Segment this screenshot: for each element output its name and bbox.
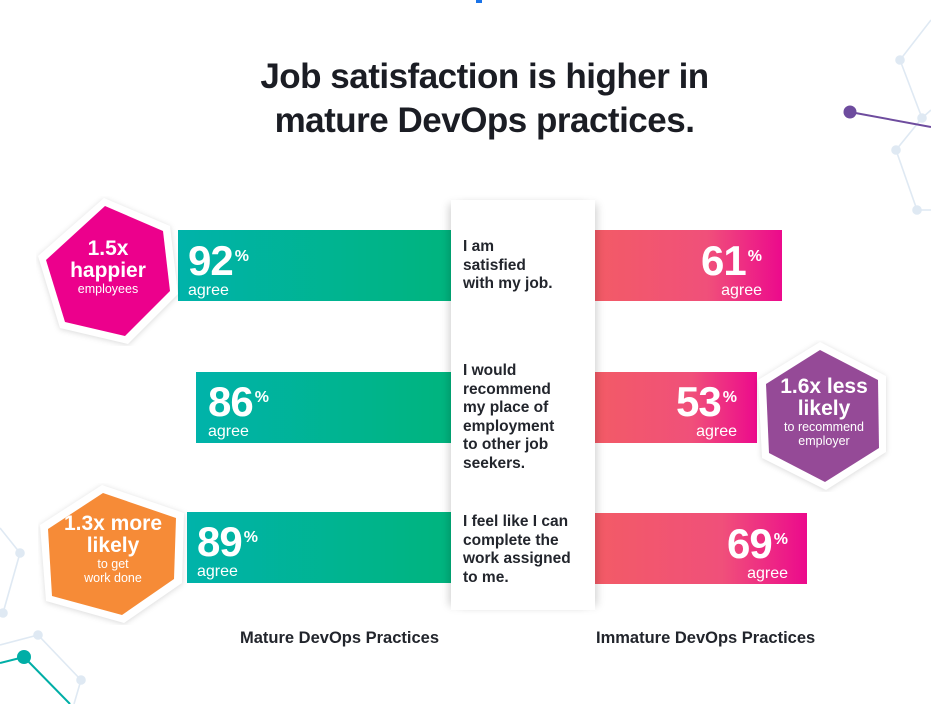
value-number: 69: [727, 520, 773, 567]
immature-value-complete-work: 69% agree: [727, 523, 788, 583]
statement-satisfied: I am satisfied with my job.: [463, 238, 591, 294]
percent-sign: %: [722, 389, 737, 406]
callout-small-text: employer: [798, 434, 850, 448]
mature-bar-recommend: [196, 372, 460, 443]
callout-small-text: to get: [97, 557, 129, 571]
percent-sign: %: [254, 389, 269, 406]
callout-small-text: to recommend: [784, 420, 864, 434]
legend-immature: Immature DevOps Practices: [596, 629, 816, 647]
callout-big-text: likely: [86, 534, 140, 557]
immature-bar-recommend: [594, 372, 757, 443]
statement-line: I feel like I can: [463, 513, 569, 530]
callout-more-likely-work-done: 1.3x more likely to get work done: [38, 483, 188, 625]
callout-small-text: work done: [84, 571, 142, 585]
statement-line: to other job: [463, 436, 549, 453]
network-teal-bottom-left: [0, 650, 71, 704]
statement-line: seekers.: [463, 454, 526, 472]
agree-label: agree: [188, 282, 229, 299]
immature-bar-complete-work: [594, 513, 807, 584]
callout-big-text: 1.6x less: [780, 375, 868, 398]
statement-line: work assigned: [463, 550, 571, 567]
hexagon-shape: [758, 342, 886, 490]
statement-line: my place of: [463, 399, 549, 416]
statement-line: satisfied: [463, 256, 526, 274]
callout-small-text: employees: [77, 282, 139, 296]
hexagon-shape: [38, 198, 178, 344]
callout-big-text: likely: [797, 397, 851, 420]
value-number: 92: [188, 237, 234, 284]
legend-mature: Mature DevOps Practices: [240, 629, 440, 647]
statement-complete-work: I feel like I can complete the work assi…: [463, 513, 591, 587]
agree-label: agree: [747, 565, 788, 582]
immature-value-satisfied: 61% agree: [701, 240, 762, 300]
callout-less-likely-recommend: 1.6x less likely to recommend employer: [754, 340, 894, 492]
callout-big-text: happier: [70, 259, 146, 282]
callout-happier-employees: 1.5x happier employees: [36, 196, 180, 346]
mature-bar-complete-work: [187, 512, 460, 583]
mature-bar-satisfied: [178, 230, 460, 301]
callout-big-text: 1.5x: [87, 237, 129, 260]
agree-label: agree: [208, 423, 249, 440]
percent-sign: %: [773, 531, 788, 548]
agree-label: agree: [696, 423, 737, 440]
hexagon-shape: [40, 485, 184, 623]
statement-line: to me.: [463, 568, 509, 586]
statement-line: I would: [463, 362, 517, 379]
percent-sign: %: [747, 248, 762, 265]
mature-value-recommend: 86% agree: [208, 381, 269, 441]
title-line-1: Job satisfaction is higher in: [260, 57, 709, 96]
value-number: 61: [701, 237, 747, 284]
immature-value-recommend: 53% agree: [676, 381, 737, 441]
mature-value-satisfied: 92% agree: [188, 240, 249, 300]
value-number: 53: [676, 378, 722, 425]
page-title: Job satisfaction is higher in mature Dev…: [0, 55, 931, 143]
immature-bar-satisfied: [594, 230, 782, 301]
statement-line: employment: [463, 417, 555, 435]
callout-big-text: 1.3x more: [63, 512, 163, 535]
value-number: 89: [197, 518, 243, 565]
statement-line: with my job.: [463, 275, 553, 292]
statement-line: complete the: [463, 531, 559, 549]
percent-sign: %: [243, 529, 258, 546]
agree-label: agree: [197, 563, 238, 580]
statements-panel: [451, 200, 595, 610]
top-edge-mark: [476, 0, 482, 3]
mature-value-complete-work: 89% agree: [197, 521, 258, 581]
percent-sign: %: [234, 248, 249, 265]
statement-line: I am: [463, 238, 495, 255]
agree-label: agree: [721, 282, 762, 299]
statement-recommend: I would recommend my place of employment…: [463, 362, 591, 473]
statement-line: recommend: [463, 380, 551, 398]
value-number: 86: [208, 378, 254, 425]
title-line-2: mature DevOps practices.: [274, 101, 695, 140]
